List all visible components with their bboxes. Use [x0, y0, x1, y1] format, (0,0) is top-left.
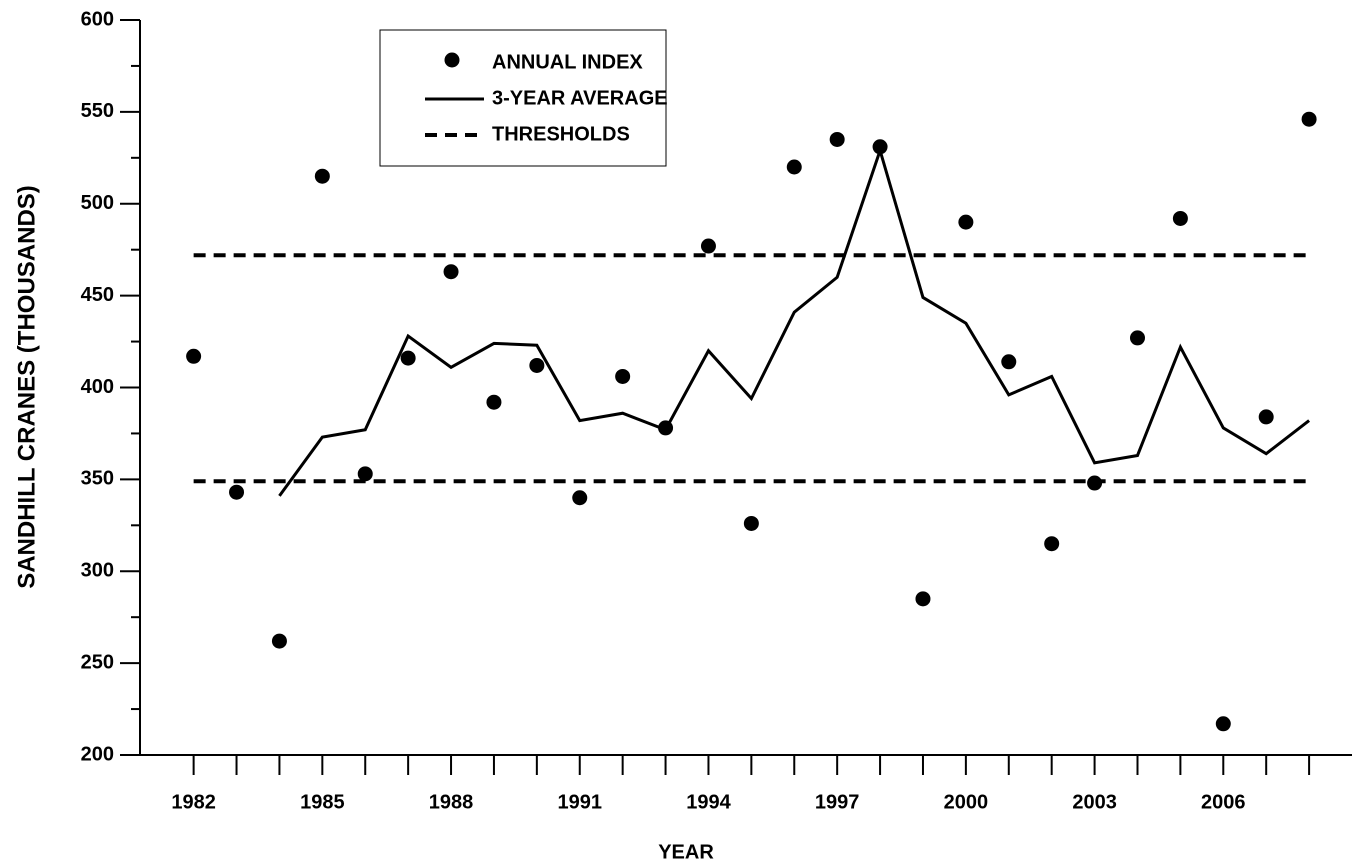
- y-tick-label: 200: [81, 743, 114, 765]
- data-point: [271, 633, 287, 649]
- data-point: [486, 394, 502, 410]
- data-point: [186, 348, 202, 364]
- average-line: [278, 145, 1311, 497]
- data-point: [1129, 330, 1145, 346]
- data-point: [572, 490, 588, 506]
- data-point: [1215, 716, 1231, 732]
- legend-label: 3-YEAR AVERAGE: [492, 87, 668, 109]
- data-point: [529, 357, 545, 373]
- data-point: [1301, 111, 1317, 127]
- y-tick-label: 300: [81, 560, 114, 582]
- data-point: [958, 214, 974, 230]
- data-point: [915, 591, 931, 607]
- data-point: [829, 131, 845, 147]
- x-tick-label: 1985: [300, 791, 345, 813]
- x-tick-label: 2000: [944, 791, 989, 813]
- data-point: [443, 264, 459, 280]
- data-point: [1172, 210, 1188, 226]
- legend-label: THRESHOLDS: [492, 123, 630, 145]
- x-tick-label: 1982: [171, 791, 216, 813]
- y-tick-label: 450: [81, 284, 114, 306]
- y-tick-label: 350: [81, 468, 114, 490]
- y-tick-label: 250: [81, 651, 114, 673]
- x-tick-label: 2006: [1201, 791, 1246, 813]
- data-point: [357, 466, 373, 482]
- y-tick-label: 600: [81, 8, 114, 30]
- legend-label: ANNUAL INDEX: [492, 51, 643, 73]
- data-point: [615, 368, 631, 384]
- data-point: [400, 350, 416, 366]
- x-axis-label: YEAR: [658, 841, 714, 863]
- x-tick-label: 1994: [686, 791, 731, 813]
- x-tick-label: 1988: [429, 791, 474, 813]
- data-point: [786, 159, 802, 175]
- data-point: [700, 238, 716, 254]
- x-tick-label: 2003: [1072, 791, 1117, 813]
- data-point: [1258, 409, 1274, 425]
- x-tick-label: 1991: [558, 791, 603, 813]
- data-point: [743, 515, 759, 531]
- x-tick-label: 1997: [815, 791, 860, 813]
- y-tick-label: 500: [81, 192, 114, 214]
- data-point: [1044, 536, 1060, 552]
- y-axis-label: SANDHILL CRANES (THOUSANDS): [13, 185, 40, 589]
- data-point: [314, 168, 330, 184]
- data-point: [1001, 354, 1017, 370]
- y-tick-label: 550: [81, 100, 114, 122]
- legend-marker: [444, 52, 460, 68]
- y-tick-label: 400: [81, 376, 114, 398]
- data-point: [229, 484, 245, 500]
